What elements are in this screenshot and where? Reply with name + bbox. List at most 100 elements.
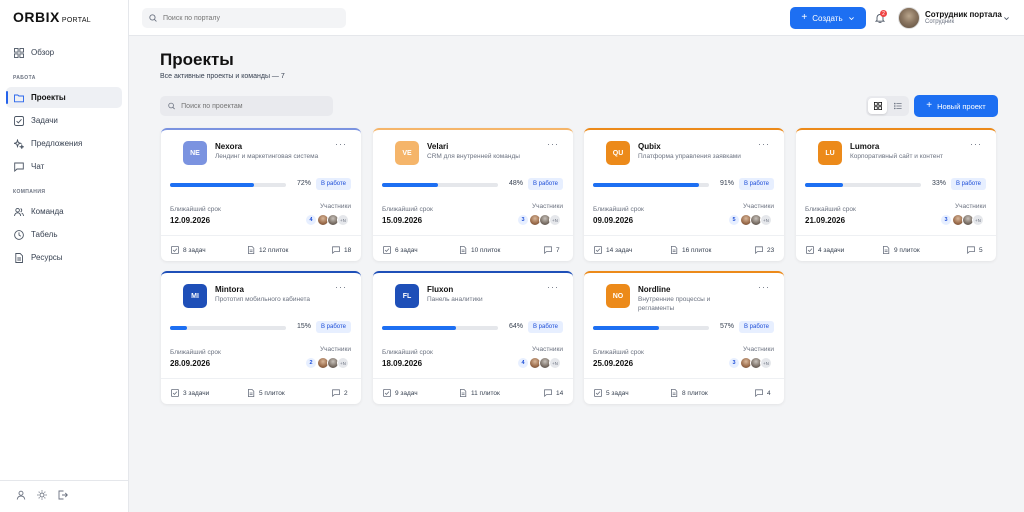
sidebar-item-proposals[interactable]: Предложения [6,133,122,154]
project-name[interactable]: Nexora [215,142,243,151]
more-menu-icon[interactable]: ··· [758,282,770,292]
sun-icon[interactable] [37,490,47,500]
folder-icon [14,94,24,102]
project-description: Прототип мобильного кабинета [215,296,311,303]
project-card[interactable]: VE Velari CRM для внутренней команды ···… [373,128,573,261]
sidebar-item-chat[interactable]: Чат [6,156,122,177]
project-card[interactable]: FL Fluxon Панель аналитики ··· 64% В раб… [373,271,573,404]
more-menu-icon[interactable]: ··· [970,139,982,149]
project-search[interactable] [160,96,333,116]
project-name[interactable]: Fluxon [427,285,454,294]
search-icon [168,102,175,110]
status-badge: В работе [316,321,351,333]
sidebar-item-tasks[interactable]: Задачи [6,110,122,131]
comment-icon [544,389,552,397]
more-participants[interactable]: +N [549,214,561,226]
check-square-icon [383,246,391,254]
user-name[interactable]: Сотрудник портала [925,10,1002,19]
more-menu-icon[interactable]: ··· [335,282,347,292]
progress-percent: 72% [296,180,311,187]
progress-fill [170,183,254,187]
project-description: Платформа управления заявками [638,153,741,160]
profile-icon[interactable] [16,490,26,500]
more-participants[interactable]: +N [337,214,349,226]
project-name[interactable]: Lumora [850,142,880,151]
more-participants[interactable]: +N [972,214,984,226]
user-avatar[interactable] [898,7,920,29]
new-project-button[interactable]: + Новый проект [914,95,998,117]
project-card[interactable]: NE Nexora Лендинг и маркетинговая систем… [161,128,361,261]
deadline-label: Ближайший срок [382,206,433,213]
portal-search-input[interactable] [163,14,333,22]
sidebar-item-timesheet[interactable]: Табель [6,224,122,245]
search-icon [149,14,157,22]
deadline-value: 12.09.2026 [170,216,211,225]
more-participants[interactable]: +N [760,214,772,226]
list-view-button[interactable] [888,98,907,114]
tiles-label: 10 плиток [471,246,501,254]
tasks-label: 6 задач [395,246,418,254]
participants-count: 5 [729,215,739,225]
comments-label: 23 [767,246,775,254]
logout-icon[interactable] [58,490,68,500]
card-footer: 6 задач 10 плиток 7 [373,235,573,261]
comment-icon [755,246,763,254]
tiles-label: 8 плиток [682,389,708,397]
grid-view-button[interactable] [868,98,887,114]
project-description: CRM для внутренней команды [427,153,520,160]
portal-search[interactable] [142,8,346,28]
sidebar-item-overview[interactable]: Обзор [6,42,122,63]
project-description: Корпоративный сайт и контент [850,153,943,160]
project-badge: FL [395,284,419,308]
tasks-label: 5 задач [606,389,629,397]
comments-label: 5 [979,246,983,254]
project-card[interactable]: QU Qubix Платформа управления заявками ·… [584,128,784,261]
progress-percent: 48% [508,180,523,187]
document-icon [460,389,467,397]
tasks-count: 8 задач [171,246,206,254]
document-icon [248,389,255,397]
section-label-work: РАБОТА [13,75,36,81]
progress-fill [805,183,844,187]
project-name[interactable]: Nordline [638,285,671,294]
more-menu-icon[interactable]: ··· [758,139,770,149]
project-card[interactable]: MI Mintora Прототип мобильного кабинета … [161,271,361,404]
create-button[interactable]: + Создать [790,7,866,29]
sidebar-item-label: Ресурсы [31,253,63,262]
more-participants[interactable]: +N [760,357,772,369]
sidebar-item-team[interactable]: Команда [6,201,122,222]
project-search-input[interactable] [181,102,333,110]
progress-bar [170,183,286,187]
more-menu-icon[interactable]: ··· [547,139,559,149]
project-card[interactable]: LU Lumora Корпоративный сайт и контент ·… [796,128,996,261]
comment-icon [755,389,763,397]
project-name[interactable]: Velari [427,142,449,151]
more-participants[interactable]: +N [549,357,561,369]
participants-count: 4 [518,358,528,368]
sparkles-icon [14,138,24,149]
sidebar: ORBIX PORTAL Обзор РАБОТА Проекты Задачи… [0,0,129,512]
user-role: Сотрудник [925,19,955,25]
document-icon [671,389,678,397]
more-menu-icon[interactable]: ··· [547,282,559,292]
project-name[interactable]: Mintora [215,285,244,294]
chevron-down-icon[interactable] [1003,15,1010,22]
create-button-label: Создать [812,13,843,23]
check-square-icon [806,246,814,254]
check-square-icon [594,246,602,254]
comment-icon [967,246,975,254]
sidebar-footer [0,480,129,512]
sidebar-item-projects[interactable]: Проекты [6,87,122,108]
project-name[interactable]: Qubix [638,142,661,151]
more-menu-icon[interactable]: ··· [335,139,347,149]
sidebar-item-label: Табель [31,230,58,239]
logo[interactable]: ORBIX PORTAL [13,9,91,25]
new-project-label: Новый проект [937,101,986,111]
participants-count: 3 [518,215,528,225]
project-card[interactable]: NO Nordline Внутренние процессы и реглам… [584,271,784,404]
project-description: Лендинг и маркетинговая система [215,153,319,160]
sidebar-item-resources[interactable]: Ресурсы [6,247,122,268]
sidebar-item-label: Задачи [31,116,58,125]
grid-icon [14,47,24,58]
more-participants[interactable]: +N [337,357,349,369]
